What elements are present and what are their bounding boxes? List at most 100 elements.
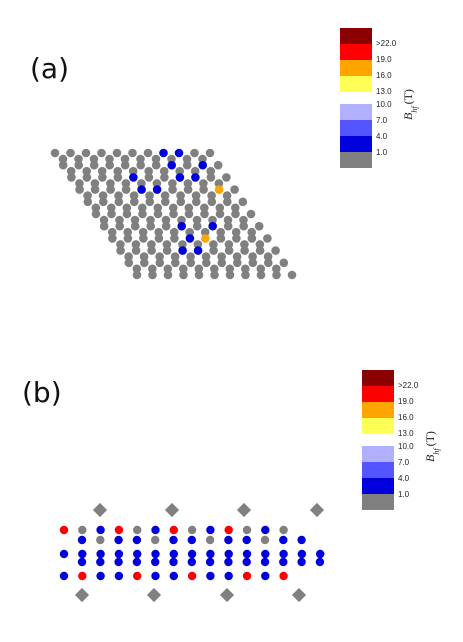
lattice-site bbox=[114, 191, 123, 200]
lattice-site bbox=[128, 148, 137, 158]
lattice-site bbox=[224, 246, 234, 255]
panel-a-legend: >22.0 19.0 16.0 13.0 10.0 7.0 4.0 1.0 Bhf(T) bbox=[340, 28, 419, 168]
lattice-site bbox=[169, 227, 179, 237]
lattice-site bbox=[174, 148, 184, 158]
lattice-site bbox=[155, 258, 165, 268]
b-legend-axis-unit: (T) bbox=[423, 431, 437, 446]
lattice-site bbox=[239, 221, 248, 231]
chain-site bbox=[297, 549, 307, 559]
lattice-site bbox=[131, 246, 141, 255]
lattice-site bbox=[241, 264, 250, 274]
chain-site bbox=[242, 557, 251, 567]
lattice-site bbox=[241, 270, 250, 280]
lattice-site bbox=[264, 258, 273, 268]
lattice-site bbox=[223, 197, 232, 207]
lattice-site bbox=[140, 258, 149, 268]
lattice-site bbox=[161, 215, 171, 225]
lattice-site bbox=[213, 160, 223, 170]
lattice-site bbox=[129, 191, 139, 200]
lattice-site bbox=[233, 258, 242, 268]
lattice-site bbox=[122, 209, 132, 219]
chain-ligand-diamond bbox=[146, 587, 162, 603]
chain-site bbox=[297, 557, 306, 567]
lattice-site bbox=[200, 227, 210, 237]
chain-site bbox=[96, 557, 105, 567]
lattice-site bbox=[175, 166, 184, 176]
lattice-site bbox=[130, 221, 140, 231]
lattice-site bbox=[194, 270, 204, 280]
lattice-site bbox=[139, 234, 148, 243]
lattice-site bbox=[146, 221, 155, 231]
chain-site bbox=[205, 557, 215, 567]
chain-site bbox=[242, 549, 252, 559]
chain-site bbox=[297, 535, 306, 545]
lattice-site bbox=[98, 191, 108, 200]
lattice-site bbox=[170, 234, 179, 243]
chain-site bbox=[224, 557, 233, 567]
chain-site bbox=[151, 571, 160, 581]
lattice-site bbox=[144, 166, 153, 176]
lattice-site bbox=[98, 173, 107, 182]
chain-site bbox=[114, 525, 124, 535]
lattice-site bbox=[97, 166, 107, 176]
panel-b-legend: >22.0 19.0 16.0 13.0 10.0 7.0 4.0 1.0 Bhf(T) bbox=[362, 370, 441, 510]
panel-b-figure: >22.0 19.0 16.0 13.0 10.0 7.0 4.0 1.0 Bhf(T) bbox=[59, 370, 441, 603]
b-legend-label-upper-0: >22.0 bbox=[398, 381, 419, 390]
a-legend-swatch-lower-2 bbox=[340, 136, 372, 152]
lattice-site bbox=[171, 258, 180, 268]
chain-site bbox=[169, 557, 178, 567]
chain-ligand-diamond bbox=[309, 502, 325, 518]
lattice-site bbox=[178, 246, 187, 255]
chain-site bbox=[261, 549, 270, 559]
lattice-site bbox=[121, 185, 131, 194]
lattice-site bbox=[167, 160, 176, 170]
lattice-site bbox=[143, 148, 153, 158]
lattice-site bbox=[113, 166, 122, 176]
lattice-site bbox=[225, 270, 235, 280]
chain-site bbox=[169, 525, 178, 535]
chain-site bbox=[78, 525, 87, 535]
a-legend-axis-label: Bhf(T) bbox=[401, 89, 419, 120]
lattice-site bbox=[231, 209, 240, 219]
lattice-site bbox=[222, 191, 232, 200]
lattice-site bbox=[137, 185, 146, 194]
a-legend-axis-sub: hf bbox=[410, 105, 419, 113]
chain-site bbox=[187, 535, 196, 545]
lattice-site bbox=[116, 240, 125, 249]
lattice-site bbox=[97, 148, 106, 158]
lattice-site bbox=[83, 191, 92, 200]
lattice-site bbox=[248, 252, 257, 261]
lattice-site bbox=[132, 264, 142, 274]
lattice-site bbox=[177, 221, 186, 231]
lattice-site bbox=[272, 270, 281, 280]
lattice-site bbox=[201, 252, 211, 261]
lattice-site bbox=[131, 240, 141, 249]
lattice-site bbox=[231, 227, 241, 237]
lattice-site bbox=[223, 221, 233, 231]
lattice-site bbox=[145, 191, 154, 200]
lattice-site bbox=[75, 185, 84, 194]
lattice-site bbox=[139, 252, 149, 261]
chain-ligand-diamond bbox=[219, 587, 235, 603]
lattice-site bbox=[107, 209, 116, 219]
chain-site bbox=[260, 557, 270, 567]
b-legend-label-lower-3: 1.0 bbox=[398, 490, 410, 499]
lattice-site bbox=[214, 179, 224, 188]
lattice-site bbox=[208, 221, 217, 231]
a-legend-swatch-lower-3 bbox=[340, 152, 372, 168]
lattice-site bbox=[183, 185, 193, 194]
lattice-site bbox=[108, 234, 117, 243]
a-legend-swatch-lower-1 bbox=[340, 120, 372, 136]
chain-site bbox=[78, 549, 87, 559]
chain-site bbox=[187, 571, 197, 581]
chain-site bbox=[169, 549, 178, 559]
chain-site bbox=[96, 549, 105, 559]
lattice-site bbox=[162, 246, 172, 255]
lattice-site bbox=[263, 252, 273, 261]
lattice-site bbox=[224, 240, 234, 249]
chain-site bbox=[133, 525, 142, 535]
chain-site bbox=[114, 557, 123, 567]
chain-ligand-diamond bbox=[92, 502, 108, 518]
chain-site bbox=[224, 549, 233, 559]
lattice-site bbox=[167, 154, 176, 164]
